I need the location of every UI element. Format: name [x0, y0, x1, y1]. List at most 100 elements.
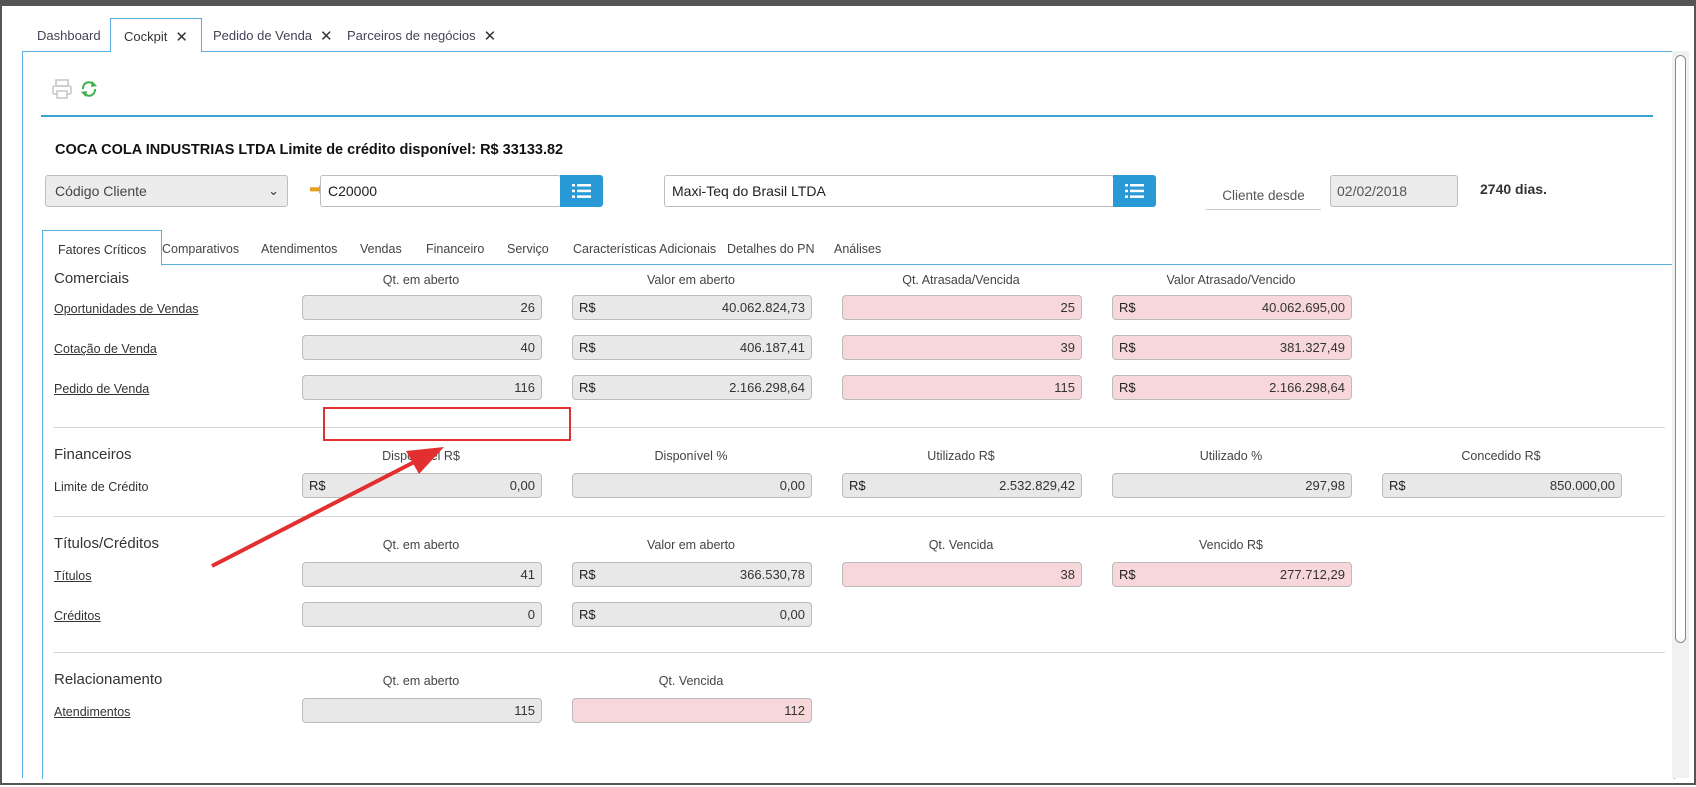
- field-value: 0,00: [509, 478, 535, 493]
- column-header: Qt. em aberto: [382, 538, 460, 552]
- company-list-button[interactable]: [1113, 175, 1156, 207]
- link-atendimentos[interactable]: Atendimentos: [54, 705, 131, 719]
- link-titulos[interactable]: Títulos: [54, 569, 92, 583]
- currency-prefix: R$: [309, 478, 326, 493]
- currency-prefix: R$: [1119, 300, 1136, 315]
- cotacao-valor-atrasado: R$ 381.327,49: [1112, 335, 1352, 360]
- toolbar-divider: [41, 115, 1653, 117]
- subtab-comparativos[interactable]: Comparativos: [162, 242, 240, 256]
- field-value: 0,00: [779, 607, 805, 622]
- printer-icon[interactable]: [51, 78, 73, 100]
- field-value: 366.530,78: [739, 567, 805, 582]
- currency-prefix: R$: [579, 300, 596, 315]
- client-since-date: 02/02/2018: [1330, 175, 1458, 207]
- currency-prefix: R$: [849, 478, 866, 493]
- section-divider: [54, 427, 1665, 428]
- link-oportunidades-de-vendas[interactable]: Oportunidades de Vendas: [54, 302, 199, 316]
- limite-disponivel-pct: 0,00: [572, 473, 812, 498]
- cotacao-qt-aberto: 40: [302, 335, 542, 360]
- close-icon[interactable]: ✕: [175, 29, 188, 46]
- subtab-detalhes-do-pn[interactable]: Detalhes do PN: [727, 242, 815, 256]
- scrollbar-thumb[interactable]: [1675, 55, 1686, 643]
- currency-prefix: R$: [1119, 567, 1136, 582]
- column-header: Qt. em aberto: [382, 674, 460, 688]
- close-icon[interactable]: ✕: [320, 28, 333, 45]
- field-value: 277.712,29: [1279, 567, 1345, 582]
- creditos-qt-aberto: 0: [302, 602, 542, 627]
- link-pedido-de-venda[interactable]: Pedido de Venda: [54, 382, 150, 396]
- column-header: Qt. Vencida: [928, 538, 994, 552]
- chevron-down-icon: ⌄: [268, 183, 279, 198]
- currency-prefix: R$: [579, 380, 596, 395]
- subtab-analises[interactable]: Análises: [834, 242, 882, 256]
- tab-dashboard[interactable]: Dashboard: [24, 18, 114, 52]
- section-divider: [54, 652, 1665, 653]
- link-creditos[interactable]: Créditos: [54, 609, 101, 623]
- subtab-financeiro[interactable]: Financeiro: [426, 242, 485, 256]
- pedido-qt-aberto: 116: [302, 375, 542, 400]
- list-icon: [1125, 184, 1144, 198]
- days-count: 2740 dias.: [1480, 181, 1547, 197]
- list-icon: [572, 184, 591, 198]
- cockpit-panel: COCA COLA INDUSTRIAS LTDA Limite de créd…: [22, 51, 1675, 779]
- row-label-limite-de-credito: Limite de Crédito: [54, 480, 149, 494]
- page-title: COCA COLA INDUSTRIAS LTDA Limite de créd…: [55, 142, 564, 158]
- subtabs: Fatores Críticos Comparativos Atendiment…: [42, 230, 1674, 266]
- currency-prefix: R$: [579, 567, 596, 582]
- atendimentos-qt-vencida: 112: [572, 698, 812, 723]
- field-value: 850.000,00: [1549, 478, 1615, 493]
- client-code-input[interactable]: C20000: [320, 175, 561, 207]
- atendimentos-qt-aberto: 115: [302, 698, 542, 723]
- subtab-atendimentos[interactable]: Atendimentos: [261, 242, 338, 256]
- column-header: Valor em aberto: [646, 273, 735, 287]
- field-value: 406.187,41: [739, 340, 805, 355]
- titulos-qt-aberto: 41: [302, 562, 542, 587]
- currency-prefix: R$: [579, 340, 596, 355]
- oportunidades-qt-aberto: 26: [302, 295, 542, 320]
- currency-prefix: R$: [1389, 478, 1406, 493]
- column-header: Utilizado %: [1199, 449, 1263, 463]
- currency-prefix: R$: [1119, 380, 1136, 395]
- tab-label: Parceiros de negócios: [347, 28, 476, 43]
- subtab-vendas[interactable]: Vendas: [360, 242, 402, 256]
- subtab-servico[interactable]: Serviço: [507, 242, 549, 256]
- link-cotacao-de-venda[interactable]: Cotação de Venda: [54, 342, 157, 356]
- column-header: Disponível R$: [382, 449, 460, 463]
- company-name-input[interactable]: Maxi-Teq do Brasil LTDA: [664, 175, 1114, 207]
- code-list-button[interactable]: [560, 175, 603, 207]
- currency-prefix: R$: [1119, 340, 1136, 355]
- close-icon[interactable]: ✕: [483, 28, 497, 45]
- client-since-label: Cliente desde: [1206, 188, 1321, 210]
- column-header: Valor em aberto: [646, 538, 735, 552]
- subtab-fatores-criticos[interactable]: Fatores Críticos: [42, 230, 163, 266]
- fatores-criticos-content: Comerciais Qt. em aberto Valor em aberto…: [42, 264, 1675, 779]
- oportunidades-valor-aberto: R$ 40.062.824,73: [572, 295, 812, 320]
- cotacao-qt-atrasada: 39: [842, 335, 1082, 360]
- client-code-select[interactable]: Código Cliente ⌄: [45, 175, 288, 207]
- tab-cockpit[interactable]: Cockpit ✕: [110, 18, 202, 52]
- oportunidades-qt-atrasada: 25: [842, 295, 1082, 320]
- field-value: 381.327,49: [1279, 340, 1345, 355]
- tab-pedido-de-venda[interactable]: Pedido de Venda ✕: [200, 18, 346, 52]
- tab-label: Cockpit: [124, 29, 168, 44]
- tab-label: Pedido de Venda: [213, 28, 313, 43]
- vertical-scrollbar[interactable]: [1672, 51, 1689, 778]
- subtab-caracteristicas-adicionais[interactable]: Características Adicionais: [573, 242, 717, 256]
- limite-concedido-rs: R$ 850.000,00: [1382, 473, 1622, 498]
- pedido-valor-aberto: R$ 2.166.298,64: [572, 375, 812, 400]
- cotacao-valor-aberto: R$ 406.187,41: [572, 335, 812, 360]
- column-header: Qt. Atrasada/Vencida: [902, 273, 1020, 287]
- section-title-comerciais: Comerciais: [54, 270, 130, 287]
- pedido-qt-atrasada: 115: [842, 375, 1082, 400]
- currency-prefix: R$: [579, 607, 596, 622]
- section-divider: [54, 516, 1665, 517]
- limite-utilizado-pct: 297,98: [1112, 473, 1352, 498]
- tab-parceiros-de-negocios[interactable]: Parceiros de negócios ✕: [334, 18, 509, 52]
- section-title-financeiros: Financeiros: [54, 446, 132, 463]
- field-value: 2.166.298,64: [729, 380, 805, 395]
- field-value: 40.062.695,00: [1261, 300, 1345, 315]
- refresh-icon[interactable]: [78, 78, 100, 100]
- titulos-valor-aberto: R$ 366.530,78: [572, 562, 812, 587]
- annotation-highlight-box: [323, 407, 571, 441]
